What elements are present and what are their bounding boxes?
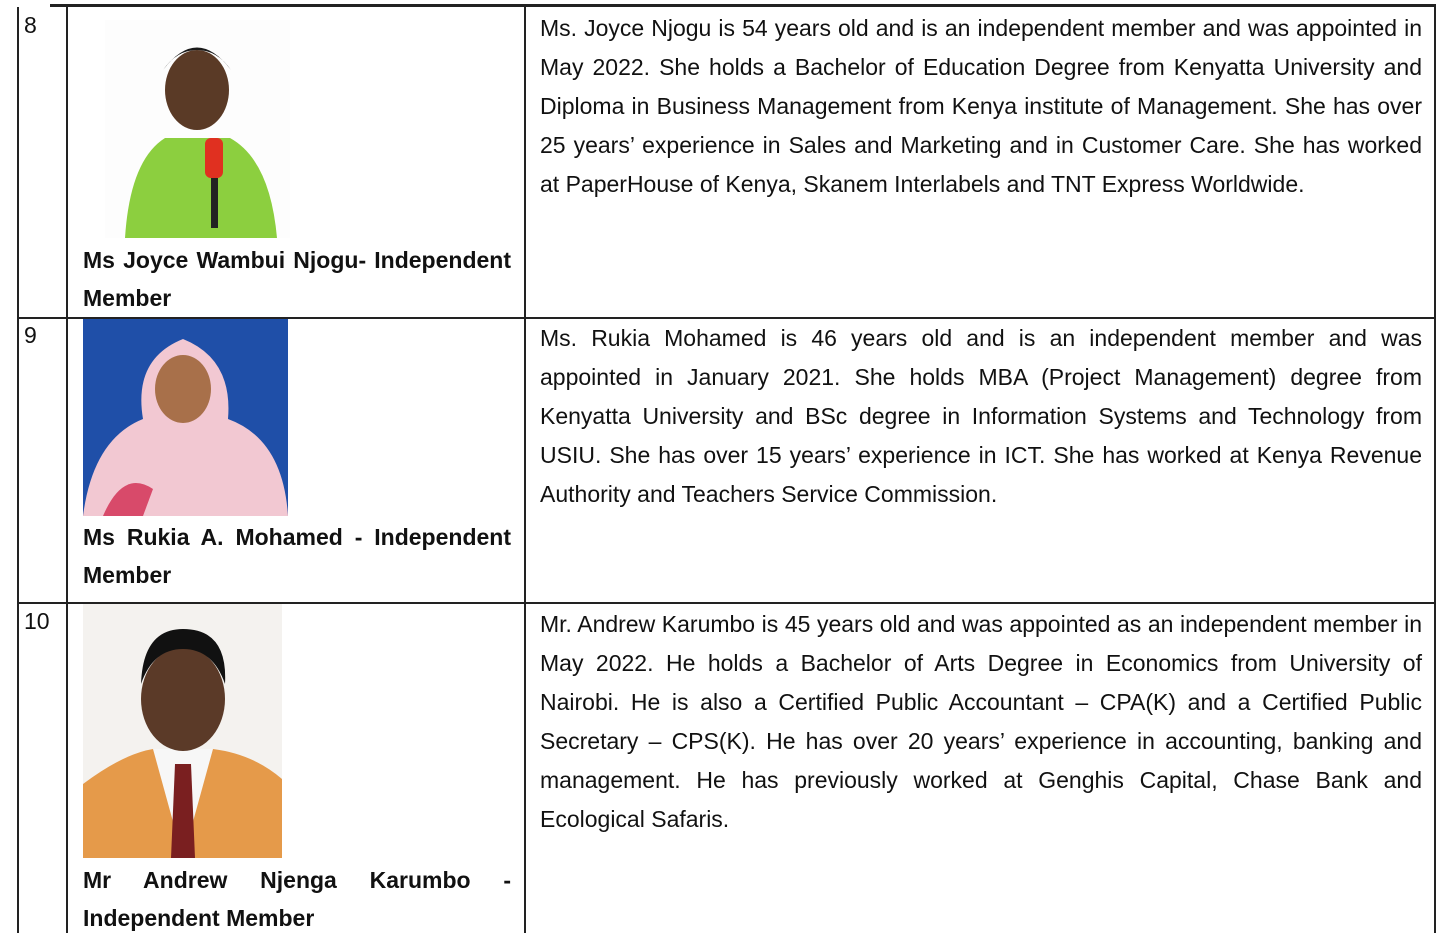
photo xyxy=(105,20,290,238)
photo xyxy=(83,319,288,516)
border xyxy=(1434,7,1436,933)
member-name: Ms Rukia A. Mohamed - Independent Member xyxy=(83,524,511,588)
member-name: Mr Andrew Njenga Karumbo - Independent M… xyxy=(83,867,511,931)
border xyxy=(17,317,1436,319)
row-number: 10 xyxy=(24,608,50,634)
member-bio: Ms. Joyce Njogu is 54 years old and is a… xyxy=(540,15,1422,197)
row-number: 8 xyxy=(24,12,37,38)
border xyxy=(524,7,526,933)
member-bio: Mr. Andrew Karumbo is 45 years old and w… xyxy=(540,611,1422,832)
border xyxy=(66,7,68,933)
border xyxy=(17,7,19,933)
photo xyxy=(83,604,282,858)
row-number: 9 xyxy=(24,322,37,348)
member-bio: Ms. Rukia Mohamed is 46 years old and is… xyxy=(540,325,1422,507)
top-rule xyxy=(50,4,1436,7)
member-name: Ms Joyce Wambui Njogu- Independent Membe… xyxy=(83,247,511,311)
border xyxy=(17,602,1436,604)
